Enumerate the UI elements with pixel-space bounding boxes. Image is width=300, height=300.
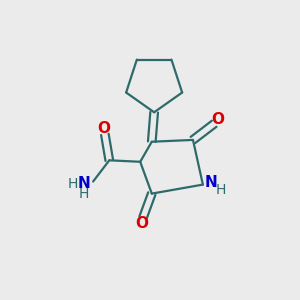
Text: O: O	[135, 216, 148, 231]
Text: N: N	[77, 176, 90, 191]
Text: H: H	[79, 187, 89, 201]
Text: O: O	[97, 121, 110, 136]
Text: N: N	[205, 175, 218, 190]
Text: H: H	[67, 177, 78, 191]
Text: O: O	[211, 112, 224, 127]
Text: H: H	[216, 183, 226, 197]
